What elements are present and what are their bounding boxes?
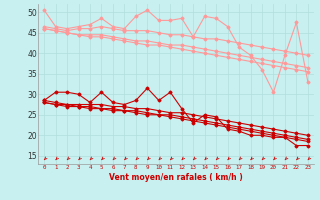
- X-axis label: Vent moyen/en rafales ( km/h ): Vent moyen/en rafales ( km/h ): [109, 173, 243, 182]
